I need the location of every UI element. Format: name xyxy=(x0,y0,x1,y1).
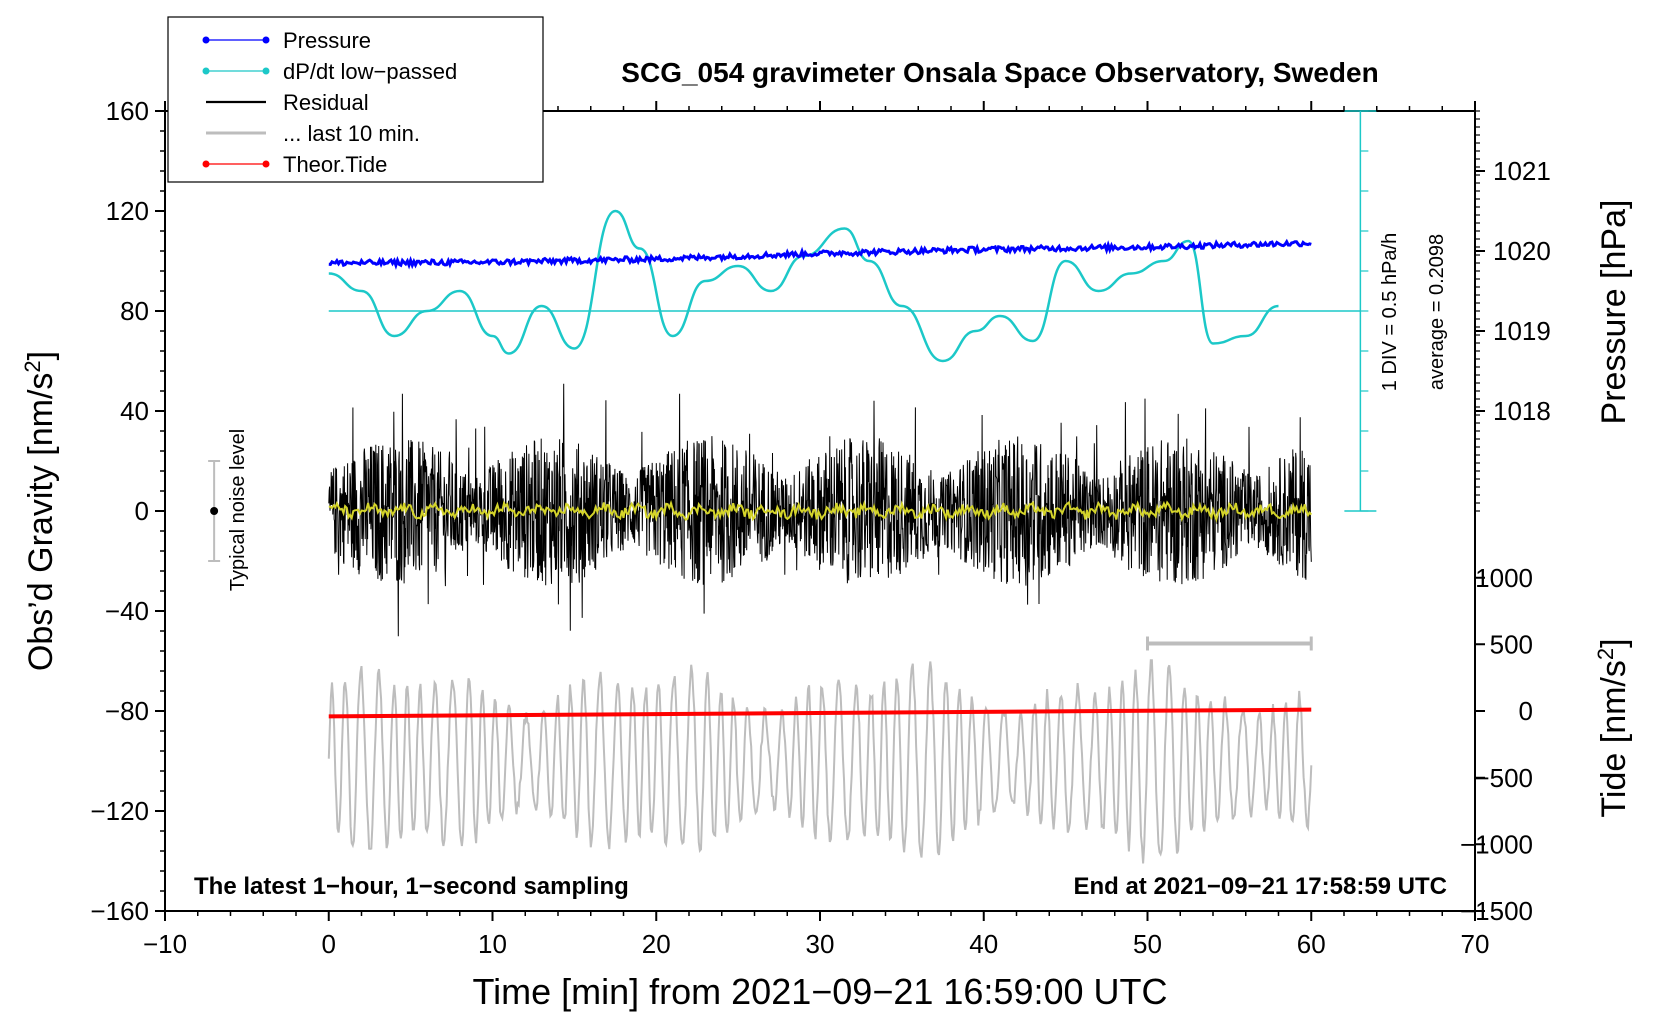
pressure-tick-label: 1020 xyxy=(1493,236,1551,266)
legend-dot xyxy=(202,36,210,44)
x-tick-label: 70 xyxy=(1461,929,1490,959)
tide-series xyxy=(328,707,1312,719)
legend-label: ... last 10 min. xyxy=(283,121,420,146)
tide-line xyxy=(328,707,1312,719)
legend-dot xyxy=(202,160,210,168)
y-tick-label: 40 xyxy=(120,396,149,426)
residual-line xyxy=(328,383,1312,637)
x-tick-label: −10 xyxy=(143,929,187,959)
y-tick-label: 120 xyxy=(106,196,149,226)
x-tick-label: 0 xyxy=(322,929,336,959)
residual-series xyxy=(328,383,1313,637)
scale-label-div: 1 DIV = 0.5 hPa/h xyxy=(1379,233,1401,391)
x-axis-label: Time [min] from 2021−09−21 16:59:00 UTC xyxy=(472,971,1167,1012)
x-axis: −10 0 10 20 30 40 50 60 70 xyxy=(143,101,1490,959)
x-tick-label: 20 xyxy=(642,929,671,959)
legend-dot xyxy=(262,36,270,44)
scale-label-average: average = 0.2098 xyxy=(1426,234,1448,390)
y-axis-tide: −1500 −1000 −500 0 500 1000 xyxy=(1460,563,1533,926)
legend: Pressure dP/dt low−passed Residual ... last… xyxy=(167,16,544,183)
x-tick-label: 10 xyxy=(478,929,507,959)
y-tick-label: −160 xyxy=(90,896,149,926)
x-tick-label: 40 xyxy=(969,929,998,959)
chart-title: SCG_054 gravimeter Onsala Space Observat… xyxy=(621,57,1378,88)
x-tick-label: 50 xyxy=(1133,929,1162,959)
legend-label: Residual xyxy=(283,90,369,115)
tide-tick-label: 0 xyxy=(1519,696,1533,726)
x-tick-label: 30 xyxy=(806,929,835,959)
y-tick-label: 160 xyxy=(106,96,149,126)
noise-bar-center xyxy=(210,507,219,515)
dpdt-line xyxy=(328,209,1279,363)
y-tick-label: −80 xyxy=(105,696,149,726)
legend-dot xyxy=(262,67,270,75)
x-tick-label: 60 xyxy=(1297,929,1326,959)
y-tick-label: 0 xyxy=(135,496,149,526)
legend-dot xyxy=(202,67,210,75)
tide-tick-label: 500 xyxy=(1490,629,1533,659)
y-axis-left: −160 −120 −80 −40 0 40 80 120 160 xyxy=(90,96,165,926)
pressure-tick-label: 1018 xyxy=(1493,396,1551,426)
y-axis-label-pressure: Pressure [hPa] xyxy=(1595,200,1633,425)
y-axis-label-tide: Tide [nm/s2] xyxy=(1593,638,1633,817)
pressure-tick-label: 1019 xyxy=(1493,316,1551,346)
y-axis-pressure: 1018 1019 1020 1021 xyxy=(1474,110,1551,512)
tide-tick-label: −500 xyxy=(1474,763,1533,793)
y-axis-label-left: Obs’d Gravity [nm/s2] xyxy=(20,351,60,671)
dpdt-series xyxy=(328,209,1361,363)
pressure-line xyxy=(328,238,1312,270)
legend-dot xyxy=(262,160,270,168)
sampling-note: The latest 1−hour, 1−second sampling xyxy=(194,873,629,900)
y-tick-label: −40 xyxy=(105,596,149,626)
pressure-series xyxy=(328,238,1312,270)
tide-tick-label: −1500 xyxy=(1460,896,1533,926)
y-tick-label: 80 xyxy=(120,296,149,326)
legend-label: Theor.Tide xyxy=(283,152,387,177)
legend-label: Pressure xyxy=(283,28,371,53)
legend-box xyxy=(167,16,544,183)
annotations xyxy=(208,110,1377,651)
last10-line xyxy=(327,659,1313,864)
last10-series xyxy=(327,659,1313,864)
residual-smoothed-line xyxy=(328,499,1313,523)
legend-label: dP/dt low−passed xyxy=(283,59,457,84)
pressure-tick-label: 1021 xyxy=(1493,156,1551,186)
end-time-note: End at 2021−09−21 17:58:59 UTC xyxy=(1073,873,1447,900)
tide-tick-label: 1000 xyxy=(1475,563,1533,593)
y-tick-label: −120 xyxy=(90,796,149,826)
noise-label: Typical noise level xyxy=(227,429,249,591)
tide-tick-label: −1000 xyxy=(1460,829,1533,859)
